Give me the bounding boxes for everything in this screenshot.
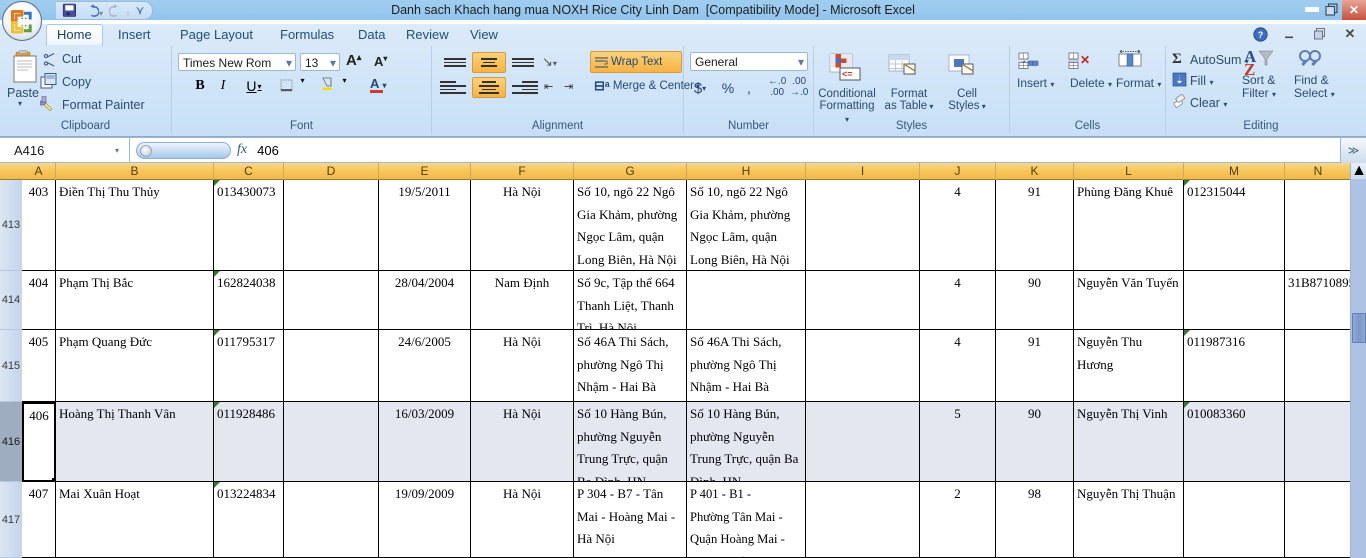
svg-text:<=: <=: [842, 69, 853, 79]
svg-text:?: ?: [1257, 30, 1263, 40]
svg-text:✕: ✕: [1080, 53, 1090, 67]
